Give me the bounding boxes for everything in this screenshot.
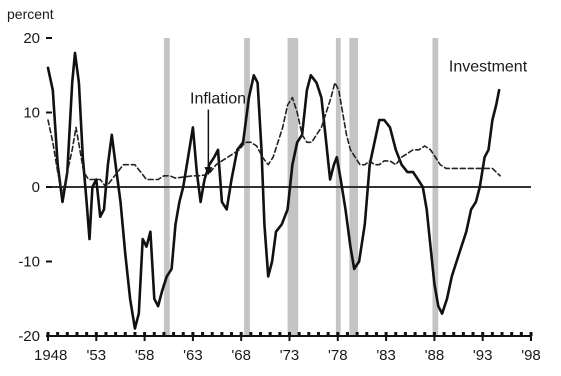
x-tick-label: '88 xyxy=(425,347,445,364)
x-tick-label: '98 xyxy=(521,347,541,364)
y-tick-label: 10 xyxy=(23,105,40,122)
x-tick-label: '63 xyxy=(183,347,203,364)
annotation-investment: Investment xyxy=(449,59,528,76)
series-line-investment xyxy=(46,51,501,330)
y-axis-title: percent xyxy=(7,6,54,22)
series-line-inflation xyxy=(47,81,501,196)
annotation-inflation: Inflation xyxy=(190,91,246,108)
x-tick-label: 1948 xyxy=(34,347,67,364)
series-lines xyxy=(46,51,501,330)
y-tick-label: 20 xyxy=(23,30,40,47)
x-tick-label: '93 xyxy=(473,347,493,364)
x-tick-label: '53 xyxy=(87,347,107,364)
x-tick-label: '68 xyxy=(231,347,251,364)
x-tick-label: '58 xyxy=(135,347,155,364)
x-tick-label: '73 xyxy=(280,347,300,364)
y-tick-label: -20 xyxy=(18,328,40,345)
tick-labels: 20 10 0 -10 -20 1948 '53 '58 '63 '68 '73 '78 '83 '88 '… xyxy=(18,30,540,364)
annotation-arrow-head xyxy=(204,167,213,176)
y-tick-label: -10 xyxy=(18,254,40,271)
annotations: Inflation Investment xyxy=(190,59,528,176)
x-tick-label: '78 xyxy=(328,347,348,364)
y-tick-label: 0 xyxy=(32,179,40,196)
x-tick-label: '83 xyxy=(376,347,396,364)
